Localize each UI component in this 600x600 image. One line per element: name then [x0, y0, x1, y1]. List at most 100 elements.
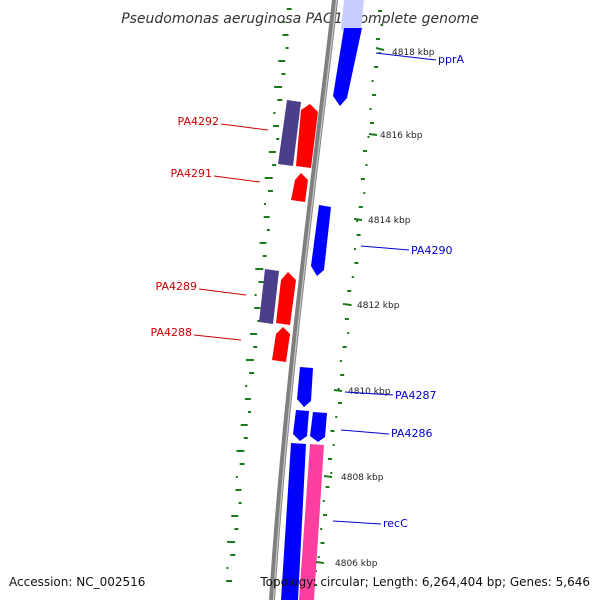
gc-dot — [358, 206, 363, 208]
gene-PA4286-a — [293, 410, 309, 441]
gc-dot — [255, 268, 264, 270]
gc-dot — [286, 8, 292, 10]
gene-label-PA4291: PA4291 — [171, 167, 212, 180]
gene-PA4289-dark — [259, 269, 279, 324]
gc-dot — [245, 359, 254, 361]
gene-PA4292-dark — [278, 100, 301, 166]
gc-dot — [274, 86, 283, 88]
gene-label-PA4290: PA4290 — [411, 244, 452, 257]
gc-dot — [374, 66, 379, 68]
label-leader — [344, 391, 394, 396]
accession-text: Accession: NC_002516 — [9, 575, 145, 589]
forward-gene-labels: pprA PA4290 PA4287 PA4286 recC — [332, 52, 464, 530]
gc-dot — [273, 112, 276, 114]
tick-mark — [375, 47, 385, 51]
gc-dot — [240, 424, 248, 426]
gc-dot — [266, 229, 270, 231]
gc-dot — [356, 234, 361, 236]
gc-dot — [380, 24, 383, 26]
label-leader — [220, 123, 269, 131]
gc-dot — [282, 34, 289, 36]
gc-dot — [330, 472, 333, 474]
gc-dot — [322, 500, 325, 502]
gc-dot — [328, 458, 332, 460]
gc-dot — [282, 21, 285, 23]
tick-mark — [353, 218, 363, 221]
label-leader — [375, 52, 437, 61]
gc-dot — [227, 541, 236, 543]
gc-dot — [235, 489, 242, 491]
gc-dot — [335, 416, 338, 418]
tick-label: 4814 kbp — [368, 216, 411, 226]
forward-strand-genes — [281, 28, 362, 600]
tick-mark — [333, 389, 343, 392]
gene-PA4292 — [296, 104, 318, 168]
gc-dot — [376, 38, 380, 40]
label-leader — [213, 175, 261, 183]
gc-dot — [323, 514, 327, 516]
gc-dot — [268, 151, 276, 153]
gc-dot — [365, 164, 368, 166]
gc-dot — [277, 99, 283, 101]
gc-dot — [320, 542, 325, 544]
label-leader — [198, 288, 247, 296]
gc-dot — [315, 584, 318, 586]
gc-dot — [239, 463, 245, 465]
gene-PA4290 — [311, 205, 331, 276]
gc-dot — [320, 528, 323, 530]
gc-dot — [337, 388, 340, 390]
gc-dot — [238, 502, 242, 504]
gc-dot — [340, 374, 345, 376]
label-leader — [193, 334, 242, 341]
gc-dot — [370, 122, 375, 124]
gc-dot — [253, 346, 258, 348]
gc-dot — [273, 125, 280, 127]
gene-label-PA4292: PA4292 — [178, 115, 219, 128]
gc-dot — [264, 177, 273, 179]
gene-label-PA4286: PA4286 — [391, 427, 432, 440]
label-leader — [360, 245, 410, 251]
gc-dot — [248, 411, 251, 413]
gene-PA4286-b — [310, 412, 327, 442]
gc-dot — [285, 47, 289, 49]
reverse-strand-genes — [259, 100, 318, 362]
gc-dot — [372, 94, 377, 96]
top-forward-feature — [341, 0, 364, 30]
gene-pprA — [333, 28, 362, 106]
gc-dot — [278, 60, 286, 62]
gc-dot — [378, 10, 382, 12]
gc-dot — [254, 307, 261, 309]
gc-dot — [281, 73, 286, 75]
gc-dot — [367, 136, 370, 138]
tick-label: 4808 kbp — [341, 473, 384, 483]
gc-dot — [354, 262, 359, 264]
topology-text: Topology: circular; Length: 6,264,404 bp… — [259, 575, 590, 589]
gc-dot — [244, 398, 251, 400]
label-leader — [340, 429, 390, 435]
tick-mark — [323, 475, 333, 478]
gc-dot — [226, 580, 233, 582]
gc-dot — [369, 108, 372, 110]
gc-dot — [250, 333, 258, 335]
gc-dot — [351, 276, 354, 278]
pink-feature — [299, 444, 324, 600]
gc-dot — [226, 567, 229, 569]
gc-dot — [360, 178, 365, 180]
tick-label: 4806 kbp — [335, 559, 378, 569]
gene-PA4289 — [276, 272, 296, 325]
gene-PA4287 — [297, 367, 313, 407]
gc-dot — [245, 385, 248, 387]
gc-dot — [347, 332, 350, 334]
tick-label: 4816 kbp — [380, 131, 423, 141]
gc-dot — [264, 203, 266, 205]
gc-dot — [257, 320, 261, 322]
tick-label: 4810 kbp — [348, 387, 391, 397]
gc-dot — [235, 476, 238, 478]
gc-dot — [231, 515, 239, 517]
gc-dot — [243, 437, 248, 439]
gc-dot — [267, 190, 273, 192]
gc-dot — [317, 556, 320, 558]
gc-dot — [258, 281, 264, 283]
gc-dot — [371, 80, 374, 82]
gc-dot — [230, 554, 236, 556]
